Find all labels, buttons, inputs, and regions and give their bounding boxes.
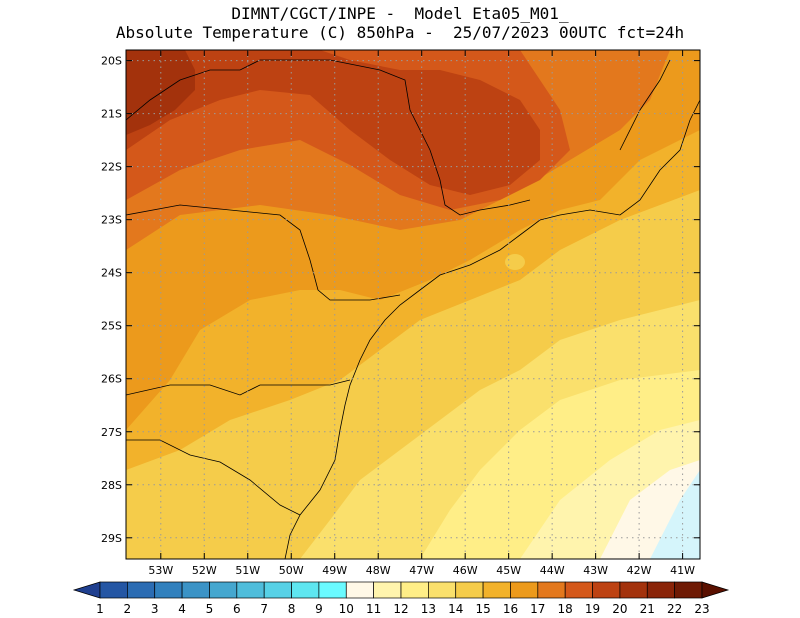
colorbar-label: 14 [448, 602, 463, 616]
border-rs-sc [126, 439, 301, 516]
border-sp-mg [239, 59, 531, 216]
colorbar-label: 12 [393, 602, 408, 616]
chart-title-line-1: DIMNT/CGCT/INPE - Model Eta05_M01_ [231, 4, 569, 23]
colorbar-swatch [373, 581, 402, 599]
colorbar-swatch [99, 581, 128, 599]
lat-tick-label: 29S [101, 532, 122, 545]
colorbar-swatch [209, 581, 238, 599]
colorbar-swatch [455, 581, 484, 599]
colorbar-label: 8 [288, 602, 296, 616]
lat-tick-label: 20S [101, 55, 122, 68]
lat-tick-label: 21S [101, 108, 122, 121]
colorbar-swatch [674, 581, 703, 599]
colorbar-label: 9 [315, 602, 323, 616]
lon-tick-label: 46W [453, 564, 478, 577]
map-borders [126, 59, 700, 559]
colorbar-swatch [291, 581, 320, 599]
colorbar-label: 20 [612, 602, 627, 616]
colorbar-swatch [154, 581, 183, 599]
map-grid [126, 50, 700, 559]
colorbar-label: 22 [667, 602, 682, 616]
lon-tick-label: 50W [279, 564, 304, 577]
colorbar-over-triangle [701, 581, 730, 599]
colorbar-label: 16 [503, 602, 518, 616]
lat-tick-label: 28S [101, 479, 122, 492]
lon-tick-label: 41W [670, 564, 695, 577]
colorbar-swatch [263, 581, 292, 599]
colorbar-swatch [510, 581, 539, 599]
chart-title-line-2: Absolute Temperature (C) 850hPa - 25/07/… [115, 23, 685, 42]
colorbar-label: 7 [260, 602, 268, 616]
lat-tick-label: 27S [101, 426, 122, 439]
lat-tick-label: 24S [101, 267, 122, 280]
colorbar-label: 15 [475, 602, 490, 616]
colorbar-swatch [619, 581, 648, 599]
colorbar-swatch [428, 581, 457, 599]
lat-tick-label: 22S [101, 161, 122, 174]
colorbar-label: 6 [233, 602, 241, 616]
field-band-20 [126, 50, 540, 195]
longitude-ticks: 53W 52W 51W 50W 49W 48W 47W 46W 45W 44W 43W 42W 41W [148, 50, 695, 577]
temperature-field [126, 50, 700, 559]
colorbar-label: 21 [640, 602, 655, 616]
field-patch-coast [505, 254, 525, 270]
lon-tick-label: 52W [192, 564, 217, 577]
colorbar-swatch [345, 581, 374, 599]
lon-tick-label: 45W [496, 564, 521, 577]
colorbar-swatch [482, 581, 511, 599]
colorbar-swatch [400, 581, 429, 599]
border-sc-pr [126, 379, 351, 396]
lat-tick-label: 26S [101, 373, 122, 386]
colorbar-label: 5 [206, 602, 214, 616]
lon-tick-label: 48W [366, 564, 391, 577]
lon-tick-label: 47W [409, 564, 434, 577]
lon-tick-label: 53W [148, 564, 173, 577]
colorbar-swatch [127, 581, 156, 599]
latitude-ticks: 20S 21S 22S 23S 24S 25S 26S 27S 28S 29S [101, 55, 700, 545]
colorbar-label: 2 [124, 602, 132, 616]
colorbar-label: 10 [339, 602, 354, 616]
colorbar-label: 19 [585, 602, 600, 616]
colorbar-label: 3 [151, 602, 159, 616]
colorbar-swatch [592, 581, 621, 599]
colorbar-label: 4 [178, 602, 186, 616]
colorbar-label: 11 [366, 602, 381, 616]
colorbar-label: 1 [96, 602, 104, 616]
colorbar-swatch [318, 581, 347, 599]
lon-tick-label: 51W [235, 564, 260, 577]
lon-tick-label: 49W [322, 564, 347, 577]
lat-tick-label: 25S [101, 320, 122, 333]
field-band-10 [650, 470, 700, 559]
coastline [284, 99, 700, 559]
colorbar-swatch [537, 581, 566, 599]
colorbar-swatch [646, 581, 675, 599]
colorbar-label: 13 [421, 602, 436, 616]
colorbar-swatch [564, 581, 593, 599]
border-ms [126, 69, 240, 121]
colorbar-under-triangle [72, 581, 101, 599]
lon-tick-label: 43W [583, 564, 608, 577]
lon-tick-label: 42W [627, 564, 652, 577]
colorbar-label: 23 [694, 602, 709, 616]
map-frame [125, 49, 701, 560]
lat-tick-label: 23S [101, 214, 122, 227]
colorbar: 1 2 3 4 5 6 7 8 9 10 11 12 13 14 15 16 17 18 19 20 21 22 23 [72, 581, 730, 616]
border-es [619, 59, 671, 151]
lon-tick-label: 44W [540, 564, 565, 577]
colorbar-label: 18 [558, 602, 573, 616]
colorbar-swatch [181, 581, 210, 599]
colorbar-swatch [236, 581, 265, 599]
border-pr-sp [126, 204, 401, 301]
colorbar-label: 17 [530, 602, 545, 616]
